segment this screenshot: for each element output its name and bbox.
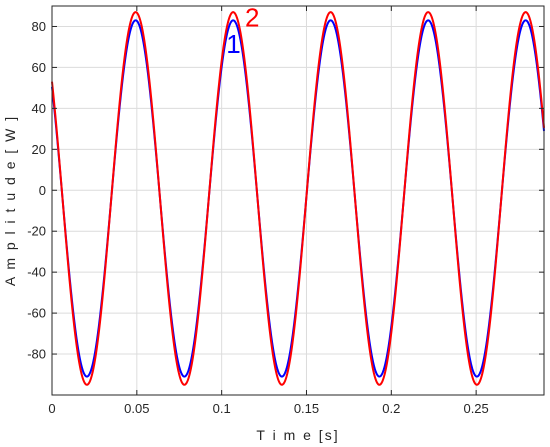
y-tick-label: -40 <box>27 265 46 280</box>
x-tick-label: 0.05 <box>124 401 149 416</box>
y-tick-label: 60 <box>32 60 46 75</box>
series-annotations: 12 <box>226 2 259 59</box>
grid-lines <box>51 6 544 395</box>
y-tick-label: 20 <box>32 142 46 157</box>
series-line-1 <box>51 19 545 378</box>
series-line-2 <box>51 11 545 386</box>
y-tick-label: 0 <box>39 183 46 198</box>
y-tick-label: 40 <box>32 101 46 116</box>
y-axis-label: A m p l i t u d e [ W ] <box>2 115 18 286</box>
y-tick-label: 80 <box>32 19 46 34</box>
x-axis-label: T i m e [s] <box>256 427 339 443</box>
series-lines <box>51 11 545 386</box>
x-tick-label: 0.2 <box>382 401 400 416</box>
x-tick-label: 0.1 <box>213 401 231 416</box>
x-axis-ticks: 0 0.05 0.1 0.15 0.2 0.25 <box>48 6 489 416</box>
y-tick-label: -20 <box>27 224 46 239</box>
series-annotation-2: 2 <box>245 2 259 32</box>
x-tick-label: 0 <box>48 401 55 416</box>
y-tick-label: -60 <box>27 306 46 321</box>
y-axis-ticks: -80 -60 -40 -20 0 20 40 60 80 <box>27 19 544 362</box>
series-annotation-1: 1 <box>226 29 240 59</box>
y-tick-label: -80 <box>27 347 46 362</box>
x-tick-label: 0.25 <box>463 401 488 416</box>
plot-frame <box>51 5 545 396</box>
x-tick-label: 0.15 <box>294 401 319 416</box>
